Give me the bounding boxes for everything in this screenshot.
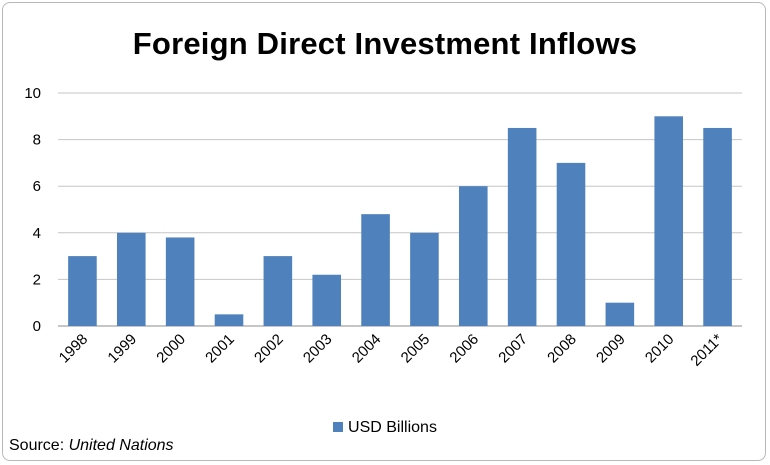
bar	[605, 302, 635, 326]
source-name: United Nations	[68, 437, 174, 454]
bar	[361, 214, 390, 326]
bar	[703, 127, 732, 326]
bar	[556, 162, 586, 326]
source-label: Source:	[9, 437, 69, 454]
bar	[68, 256, 97, 326]
bar	[263, 256, 293, 326]
x-tick-label: 2005	[398, 331, 434, 367]
y-tick-label: 2	[33, 271, 41, 288]
source-note: Source: United Nations	[9, 437, 174, 455]
y-tick-label: 8	[33, 132, 41, 149]
chart-title: Foreign Direct Investment Inflows	[132, 26, 638, 61]
x-tick-label: 2007	[495, 331, 531, 367]
x-tick-label: 2006	[446, 331, 482, 367]
y-tick-label: 10	[24, 85, 41, 102]
x-tick-label: 2004	[349, 331, 385, 367]
bar	[312, 274, 342, 326]
bar	[410, 232, 439, 326]
bar	[458, 186, 488, 326]
y-tick-label: 4	[33, 225, 41, 242]
bar	[507, 127, 537, 326]
x-tick-label: 1998	[56, 331, 92, 367]
x-tick-label: 2008	[544, 331, 580, 367]
x-tick-label: 1999	[104, 331, 140, 367]
legend-swatch	[333, 422, 344, 432]
x-tick-label: 2011*	[687, 331, 726, 370]
bar	[214, 314, 244, 326]
legend-label: USD Billions	[348, 419, 437, 436]
x-tick-label: 2002	[251, 331, 287, 367]
y-tick-label: 0	[33, 318, 41, 335]
x-tick-label: 2009	[593, 331, 629, 367]
x-tick-label: 2010	[642, 331, 678, 367]
y-tick-label: 6	[33, 178, 41, 195]
x-tick-label: 2000	[153, 331, 189, 367]
x-tick-label: 2001	[202, 331, 238, 367]
bar	[165, 237, 195, 326]
x-tick-label: 2003	[300, 331, 336, 367]
bar	[116, 232, 146, 326]
legend: USD Billions	[0, 419, 770, 437]
bar	[654, 116, 684, 326]
